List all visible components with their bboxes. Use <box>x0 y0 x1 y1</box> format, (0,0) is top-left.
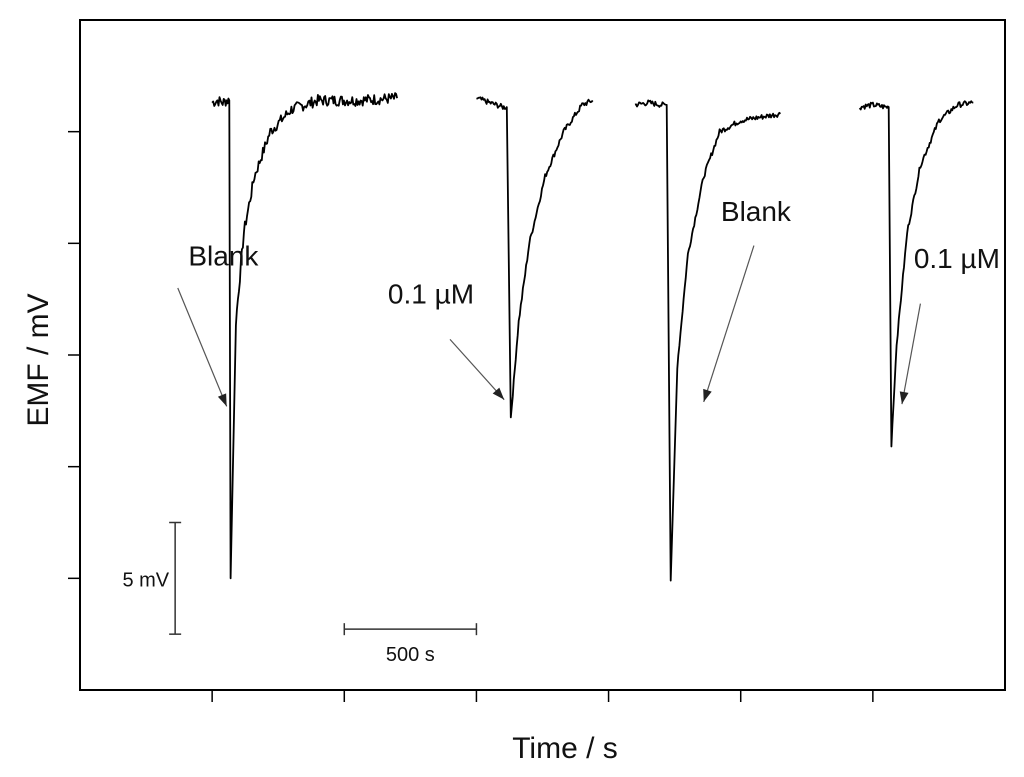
annotation-label: Blank <box>721 196 792 227</box>
annotation-arrowhead <box>703 388 712 402</box>
series-layer <box>211 92 974 582</box>
series-trace-2 <box>476 96 594 419</box>
annotation-arrow <box>703 245 755 403</box>
plot-frame <box>79 19 1006 691</box>
annotation-arrow <box>177 287 228 407</box>
annotation-arrowhead <box>899 391 909 405</box>
annotation-arrowhead <box>217 393 227 407</box>
y-axis-label: EMF / mV <box>22 293 55 426</box>
annotation-label: 0.1 µM <box>914 243 1000 274</box>
annotation-arrowhead <box>492 387 505 400</box>
axis-ticks <box>68 130 874 702</box>
series-trace-4 <box>858 100 974 448</box>
series-trace-3 <box>634 99 782 582</box>
scale-bar-layer: 5 mV 500 s <box>122 521 478 666</box>
annotation-layer: Blank 0.1 µM Blank 0.1 µM <box>177 196 1000 407</box>
series-trace-1 <box>211 92 398 580</box>
annotation-label: Blank <box>188 241 259 272</box>
annotation-label: 0.1 µM <box>388 279 474 310</box>
x-scale-bar-label: 500 s <box>386 644 435 666</box>
x-axis-label: Time / s <box>512 732 618 765</box>
annotation-arrow <box>449 338 505 401</box>
y-scale-bar-label: 5 mV <box>122 569 169 591</box>
annotation-arrow <box>901 303 922 405</box>
